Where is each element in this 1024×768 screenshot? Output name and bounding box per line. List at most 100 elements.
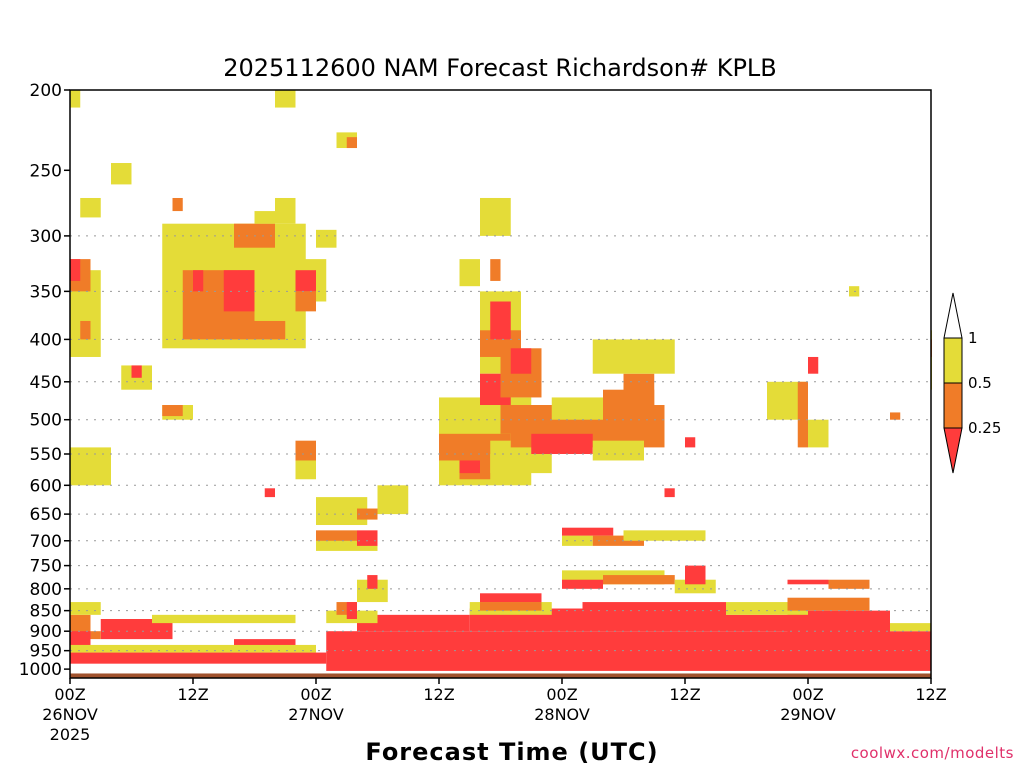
- ri-patch-9: [70, 627, 91, 647]
- legend-arrow-top: [943, 292, 963, 339]
- x-tick-date-6: 29NOV: [780, 705, 836, 724]
- ri-patch-103: [172, 197, 183, 212]
- ri-patch-82: [70, 259, 81, 281]
- x-tick-date-4: 28NOV: [534, 705, 590, 724]
- ri-patch-18: [357, 579, 388, 603]
- ri-patch-25: [603, 575, 675, 585]
- y-tick-label-400: 400: [30, 330, 62, 350]
- y-tick-label-1000: 1000: [19, 660, 62, 680]
- x-tick-date-0: 26NOV: [42, 705, 98, 724]
- ri-patch-32: [890, 623, 931, 632]
- ri-patch-104: [275, 197, 296, 218]
- ri-patch-14: [152, 614, 296, 624]
- x-tick-date-2: 27NOV: [288, 705, 344, 724]
- y-tick-label-500: 500: [30, 411, 62, 431]
- y-tick-label-950: 950: [30, 642, 62, 662]
- ri-patch-90: [808, 356, 819, 374]
- ri-patch-100: [346, 137, 357, 149]
- y-tick-label-750: 750: [30, 557, 62, 577]
- x-tick-label-3: 12Z: [423, 685, 454, 704]
- ri-patch-56: [592, 440, 644, 461]
- y-tick-label-600: 600: [30, 476, 62, 496]
- ri-patch-73: [193, 270, 204, 292]
- legend-label-1: 0.5: [968, 374, 992, 392]
- y-tick-label-200: 200: [30, 81, 62, 101]
- ri-patch-102: [80, 197, 101, 218]
- ri-patch-69: [459, 259, 480, 287]
- ri-patch-59: [592, 339, 675, 374]
- ri-patch-39: [357, 530, 378, 546]
- x-tick-year-0: 2025: [50, 725, 91, 744]
- y-tick-label-300: 300: [30, 227, 62, 247]
- ri-patch-95: [685, 437, 696, 448]
- legend-arrow-bottom: [943, 427, 963, 474]
- ri-patch-72: [223, 270, 255, 312]
- y-tick-label-850: 850: [30, 602, 62, 622]
- legend: 1 0.5 0.25: [943, 292, 1001, 474]
- ri-patch-49: [459, 460, 480, 474]
- ri-patch-12: [70, 644, 316, 653]
- ri-patch-68: [490, 259, 501, 281]
- ri-patch-19: [367, 575, 378, 589]
- x-tick-label-2: 00Z: [300, 685, 331, 704]
- y-tick-label-450: 450: [30, 373, 62, 393]
- ri-patch-94: [890, 412, 901, 420]
- ri-patch-34: [562, 527, 614, 536]
- ri-patch-38: [316, 530, 357, 541]
- ri-patch-4: [357, 614, 470, 632]
- y-tick-label-900: 900: [30, 622, 62, 642]
- ri-patch-89: [797, 381, 808, 448]
- ri-patch-58: [623, 373, 655, 413]
- ri-patch-106: [70, 90, 81, 108]
- y-tick-label-800: 800: [30, 580, 62, 600]
- chart-patches: [70, 90, 932, 671]
- y-tick-label-250: 250: [30, 161, 62, 181]
- x-tick-label-0: 00Z: [54, 685, 85, 704]
- ri-patch-10: [70, 614, 91, 632]
- ri-patch-96: [264, 488, 275, 498]
- y-tick-label-700: 700: [30, 532, 62, 552]
- ri-patch-97: [664, 488, 675, 498]
- ri-patch-24: [562, 579, 603, 589]
- ri-patch-21: [480, 602, 542, 611]
- ri-patch-42: [377, 485, 409, 515]
- legend-swatch-orange: [943, 382, 963, 429]
- ri-patch-85: [131, 365, 142, 378]
- y-axis: 200 250 300 350 400 450 500 550 600 650 700 750 8008…: [19, 81, 70, 680]
- ri-patch-29: [787, 597, 870, 611]
- ri-patch-7: [100, 619, 173, 640]
- ri-patch-2: [582, 602, 726, 632]
- ri-patch-45: [70, 447, 111, 486]
- x-tick-label-1: 12Z: [177, 685, 208, 704]
- x-tick-label-6: 00Z: [792, 685, 823, 704]
- ri-patch-79: [295, 291, 316, 312]
- ground-layer: [70, 671, 931, 678]
- ri-patch-31: [828, 579, 870, 589]
- x-axis-label: Forecast Time (UTC): [365, 738, 658, 766]
- ri-patch-67: [480, 197, 501, 212]
- ri-patch-87: [162, 405, 183, 417]
- y-tick-label-650: 650: [30, 505, 62, 525]
- ri-patch-98: [275, 90, 296, 108]
- legend-label-2: 0.25: [968, 419, 1001, 437]
- ri-patch-105: [316, 229, 337, 248]
- ri-patch-8: [234, 639, 296, 651]
- ri-patch-83: [80, 320, 91, 340]
- ri-patch-35: [592, 535, 644, 546]
- ri-patch-101: [111, 163, 132, 185]
- ri-patch-11: [90, 631, 101, 640]
- ri-patch-27: [685, 565, 706, 585]
- ri-patch-62: [490, 301, 511, 340]
- ri-patch-65: [510, 348, 532, 374]
- x-tick-label-7: 12Z: [915, 685, 946, 704]
- chart-title: 2025112600 NAM Forecast Richardson# KPLB: [223, 54, 777, 82]
- ri-patch-75: [254, 320, 286, 340]
- ri-patch-44: [295, 440, 316, 461]
- site-credit[interactable]: coolwx.com/modelts: [850, 744, 1014, 762]
- ri-patch-13: [70, 602, 101, 615]
- ri-patch-78: [295, 270, 316, 292]
- y-tick-label-350: 350: [30, 282, 62, 302]
- ri-patch-91: [808, 419, 829, 448]
